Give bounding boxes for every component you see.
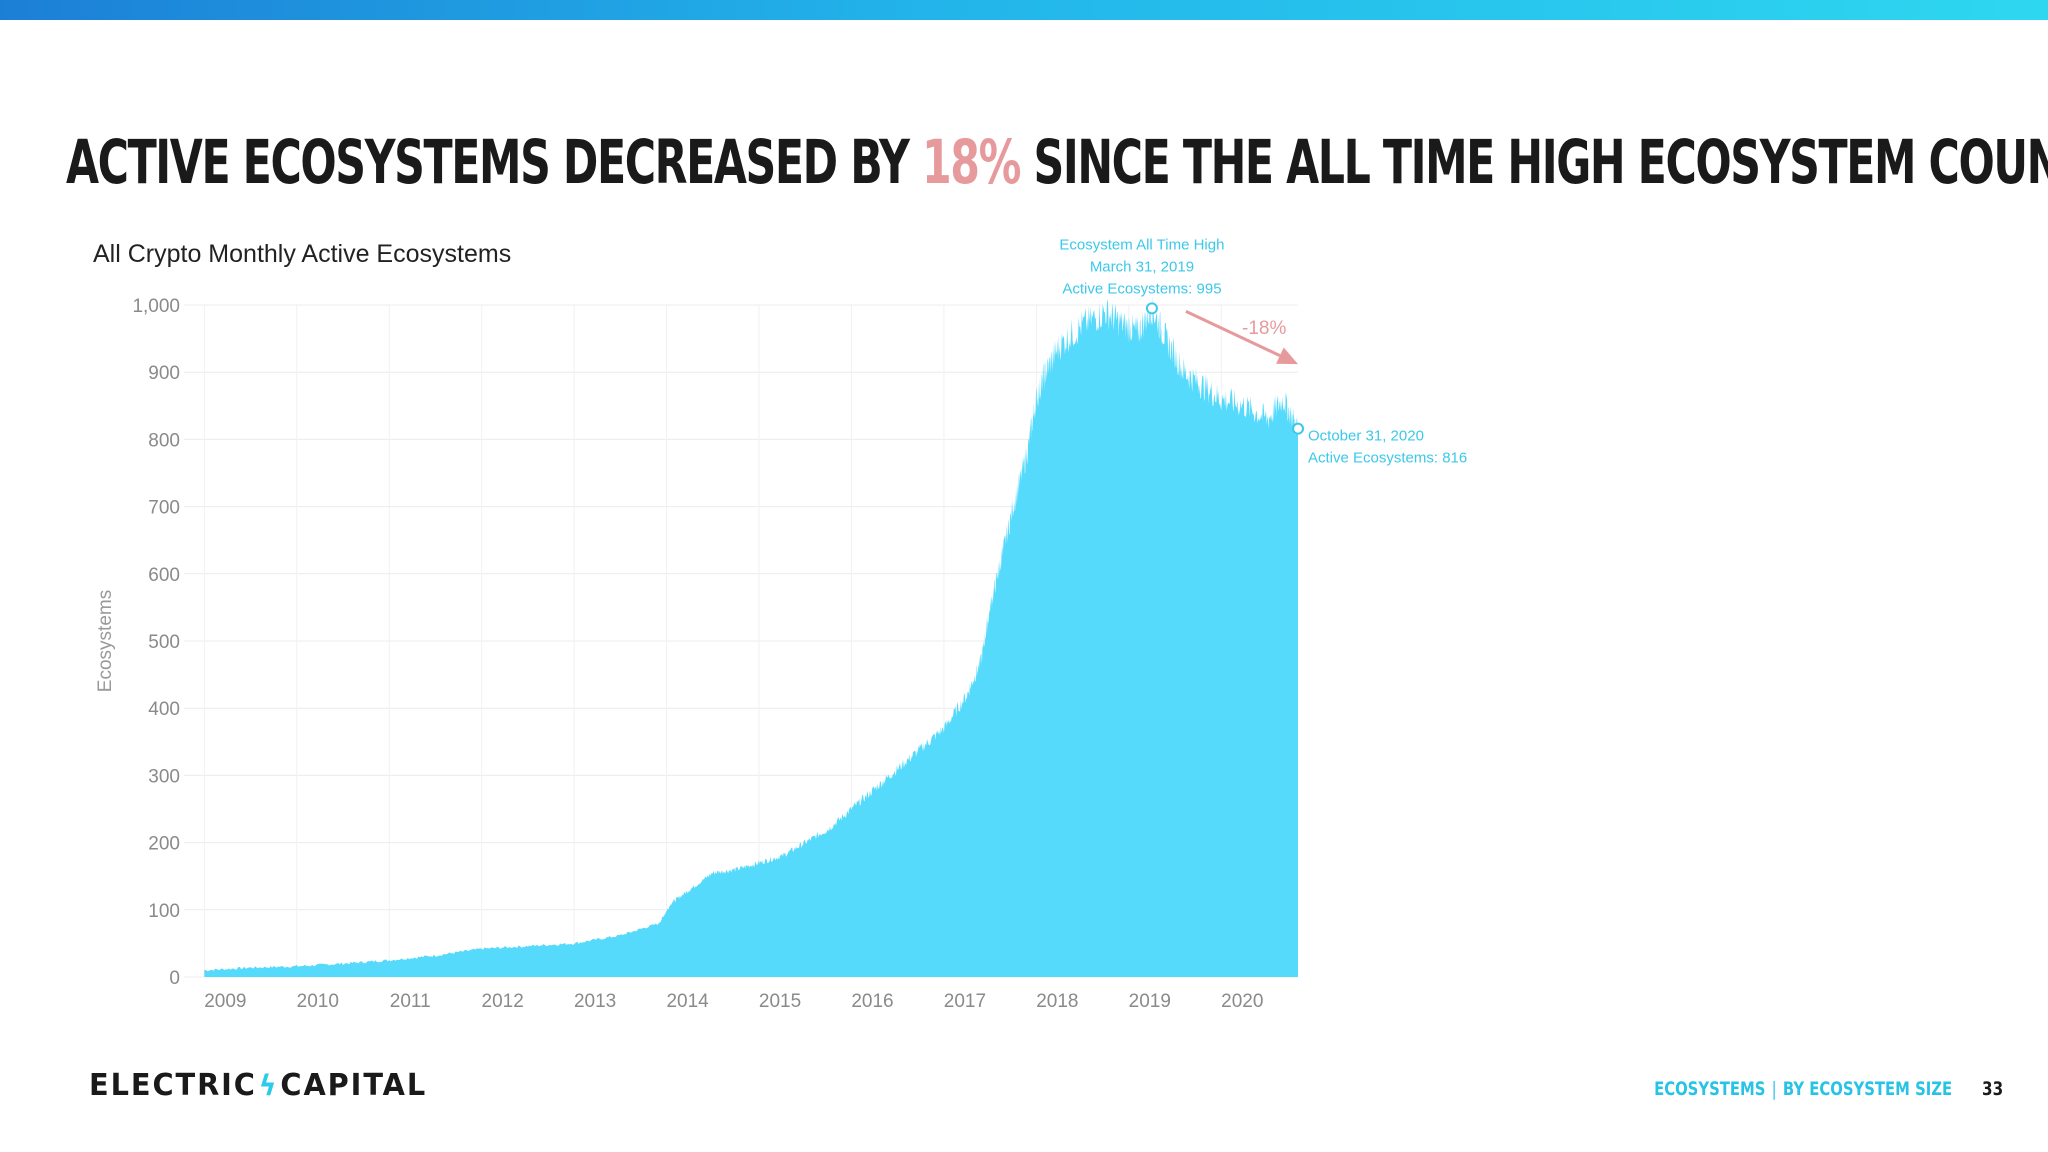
end-annotation-line1: October 31, 2020: [1308, 428, 1424, 445]
page-number: 33: [1982, 1078, 2004, 1100]
footer-section-breadcrumb: Ecosystems | By Ecosystem Size: [1654, 1078, 1952, 1100]
axes: 0 100 200 300 400 500 600 700 800 900 1,000 2009 201…: [95, 296, 1263, 1012]
peak-marker: [1145, 302, 1158, 315]
decline-arrow-line: [1185, 310, 1281, 357]
x-tick-label: 2012: [482, 991, 524, 1012]
y-tick-label: 1,000: [132, 296, 180, 317]
headline-accent-value: 18%: [922, 127, 1021, 198]
x-tick-label: 2014: [666, 991, 709, 1012]
x-tick-label: 2011: [390, 991, 431, 1012]
peak-annotation-line2: March 31, 2019: [1090, 258, 1194, 275]
chart-title: All Crypto Monthly Active Ecosystems: [93, 240, 512, 268]
x-tick-label: 2020: [1221, 991, 1263, 1012]
top-gradient-bar: [0, 0, 2048, 20]
x-tick-label: 2013: [574, 991, 616, 1012]
footer-section: Ecosystems: [1653, 1078, 1766, 1100]
decline-percent-label: -18%: [1242, 318, 1286, 339]
headline-text-before: Active Ecosystems decreased by: [66, 127, 910, 198]
y-tick-label: 0: [169, 968, 180, 989]
area-series: [204, 294, 1298, 977]
footer-separator: |: [1771, 1078, 1777, 1100]
y-tick-label: 400: [148, 699, 180, 720]
y-tick-label: 700: [148, 498, 180, 519]
logo-text-right: CAPITAL: [280, 1068, 428, 1103]
peak-annotation-line3: Active Ecosystems: 995: [1062, 280, 1221, 297]
y-tick-label: 500: [148, 632, 180, 653]
end-marker: [1292, 422, 1304, 435]
peak-annotation-line1: Ecosystem All Time High: [1059, 236, 1224, 253]
x-tick-label: 2017: [944, 991, 986, 1012]
y-tick-label: 600: [148, 565, 180, 586]
x-tick-label: 2016: [851, 991, 893, 1012]
headline-text-after: since the all time high ecosystem count: [1033, 127, 2048, 198]
logo-text-left: ELECTRIC: [89, 1068, 257, 1103]
y-axis-title: Ecosystems: [95, 590, 116, 692]
x-tick-label: 2015: [759, 991, 801, 1012]
x-tick-label: 2009: [204, 991, 246, 1012]
decline-arrow-head: [1276, 347, 1298, 365]
y-tick-label: 200: [148, 834, 180, 855]
y-tick-label: 300: [148, 766, 180, 787]
electric-capital-logo: ELECTRICϟCAPITAL: [89, 1068, 427, 1103]
y-tick-label: 900: [148, 363, 180, 384]
footer-subsection: By Ecosystem Size: [1782, 1078, 1952, 1100]
annotations: -18% Ecosystem All Time High March 31, 2…: [1059, 236, 1467, 466]
x-tick-label: 2019: [1129, 991, 1171, 1012]
end-annotation-line2: Active Ecosystems: 816: [1308, 450, 1467, 467]
x-tick-label: 2018: [1036, 991, 1078, 1012]
y-tick-label: 800: [148, 430, 180, 451]
y-tick-label: 100: [148, 901, 180, 922]
x-tick-label: 2010: [297, 991, 339, 1012]
slide-headline: Active Ecosystems decreased by 18% since…: [66, 118, 2048, 208]
lightning-bolt-icon: ϟ: [258, 1069, 279, 1102]
